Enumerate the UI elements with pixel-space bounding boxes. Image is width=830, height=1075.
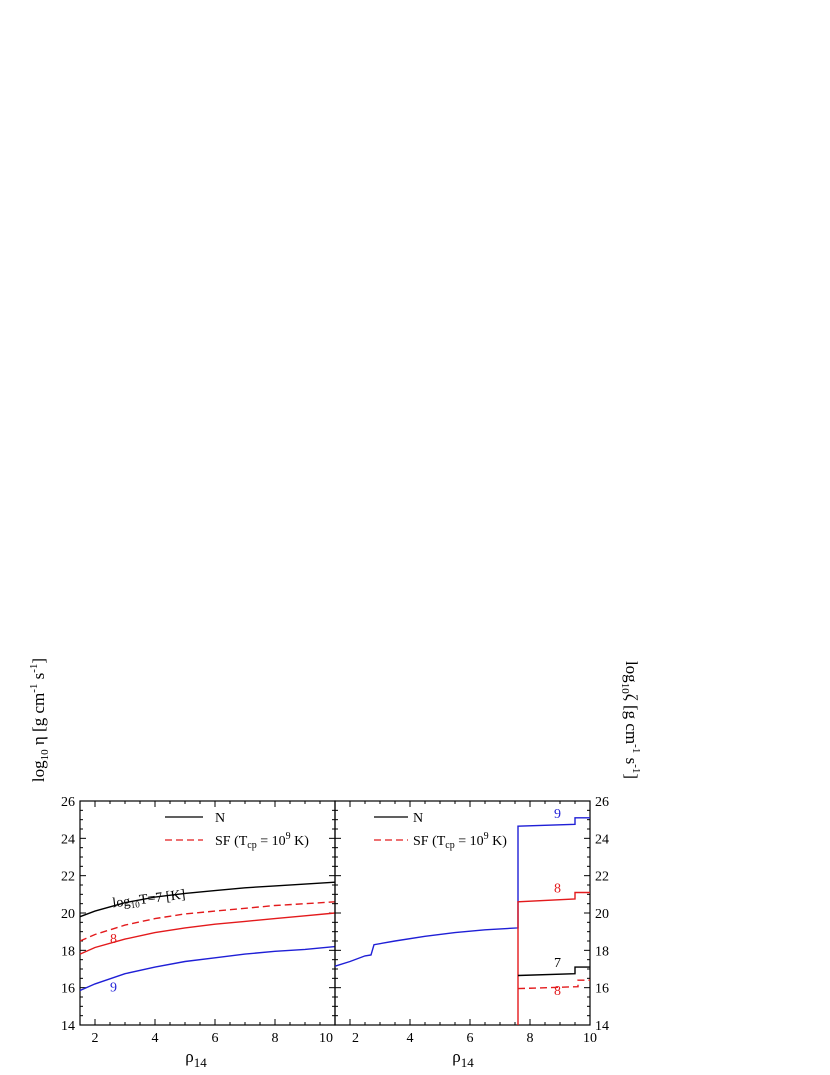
right-x-axis-label: ρ14 — [452, 1047, 474, 1070]
right-series-line-2 — [517, 966, 590, 977]
left-x-tick-label: 10 — [319, 1031, 333, 1046]
right-curve-label-3: 8 — [554, 984, 561, 999]
right-x-tick-label: 2 — [352, 1031, 359, 1046]
right-curve-label-2: 7 — [554, 956, 561, 971]
right-curve-label-1: 8 — [554, 881, 561, 896]
left-x-axis-label: ρ14 — [185, 1047, 207, 1070]
left-y-tick-label: 24 — [61, 832, 75, 847]
right-legend-n-label: N — [413, 811, 423, 826]
right-y-tick-label: 22 — [595, 870, 609, 885]
right-series-line-3 — [517, 979, 590, 990]
right-y-axis-label: log10ζ [g cm-1 s-1] — [619, 661, 642, 779]
left-x-tick-label: 6 — [212, 1031, 219, 1046]
left-series-line-2 — [79, 912, 336, 955]
right-y-tick-label: 14 — [595, 1019, 609, 1034]
right-curve-label-0: 9 — [554, 807, 561, 822]
right-legend-sf-label: SF (Tcp = 109 K) — [413, 831, 507, 851]
left-series-line-3 — [79, 945, 336, 992]
left-y-tick-label: 20 — [61, 907, 75, 922]
right-y-tick-label: 18 — [595, 944, 609, 959]
left-series-line-1 — [79, 901, 336, 942]
left-y-tick-label: 18 — [61, 944, 75, 959]
left-y-axis-label: log10 η [g cm-1 s-1] — [28, 658, 51, 782]
left-legend-sf-label: SF (Tcp = 109 K) — [215, 831, 309, 851]
left-curve-label-2: 9 — [110, 980, 117, 995]
left-y-tick-label: 16 — [61, 982, 75, 997]
right-y-tick-label: 24 — [595, 832, 609, 847]
left-y-tick-label: 22 — [61, 870, 75, 885]
right-x-tick-label: 4 — [407, 1031, 414, 1046]
left-legend: N SF (Tcp = 109 K) — [165, 811, 309, 851]
right-series-line-0 — [334, 817, 590, 967]
left-legend-n-label: N — [215, 811, 225, 826]
left-curve-label-1: 8 — [110, 932, 117, 947]
left-x-tick-label: 8 — [272, 1031, 279, 1046]
left-y-tick-label: 14 — [61, 1019, 75, 1034]
right-x-tick-label: 6 — [467, 1031, 474, 1046]
left-x-tick-label: 2 — [92, 1031, 99, 1046]
right-series-line-1 — [517, 891, 590, 1025]
right-y-tick-label: 26 — [595, 795, 609, 810]
right-x-tick-label: 8 — [527, 1031, 534, 1046]
left-x-tick-label: 4 — [152, 1031, 159, 1046]
right-legend: N SF (Tcp = 109 K) — [374, 811, 507, 851]
right-x-tick-label: 10 — [583, 1031, 597, 1046]
left-curve-label-0: log10T=7 [K] — [112, 888, 187, 913]
right-y-tick-label: 20 — [595, 907, 609, 922]
right-y-tick-label: 16 — [595, 982, 609, 997]
left-series-line-0 — [79, 881, 336, 918]
left-y-tick-label: 26 — [61, 795, 75, 810]
